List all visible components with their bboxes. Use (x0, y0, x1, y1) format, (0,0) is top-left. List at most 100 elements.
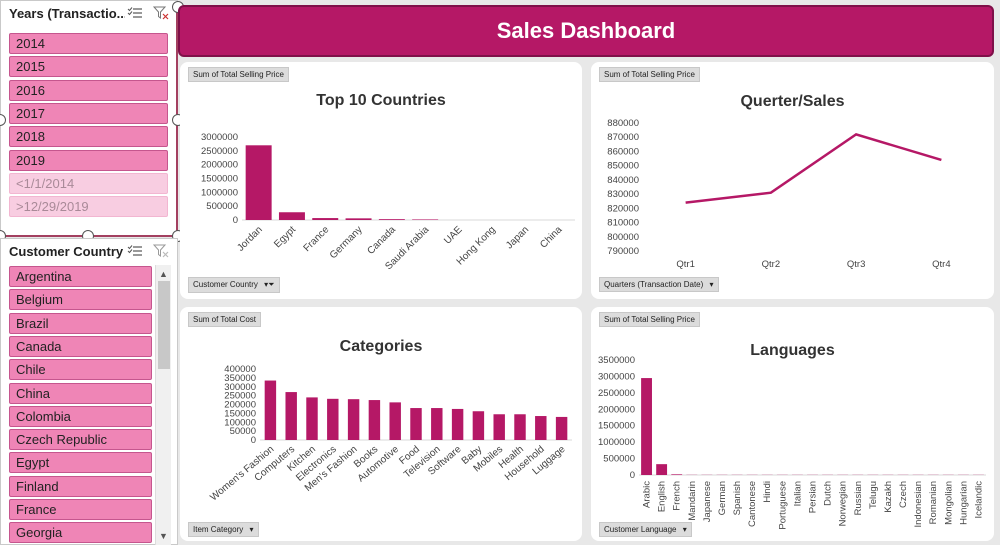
bar[interactable] (641, 378, 652, 475)
y-tick-label: 500000 (206, 201, 238, 212)
country-slicer-item[interactable]: Chile (9, 359, 152, 381)
x-tick-label: Italian (792, 481, 803, 506)
countries-axis-field-button[interactable]: Customer Country ▾⏷ (188, 277, 280, 293)
bar[interactable] (368, 400, 381, 440)
x-tick-label: China (538, 224, 565, 251)
y-tick-label: 2500000 (201, 146, 238, 157)
countries-axis-label: Customer Country (193, 280, 258, 289)
bar[interactable] (264, 380, 277, 440)
bar[interactable] (656, 464, 668, 475)
country-slicer-header: Customer Country (1, 239, 177, 263)
country-slicer-item[interactable]: Canada (9, 335, 152, 357)
bar[interactable] (410, 408, 422, 440)
dashboard-title: Sales Dashboard (178, 5, 994, 57)
bar[interactable] (412, 219, 439, 220)
countries-chart-panel[interactable]: Sum of Total Selling Price Top 10 Countr… (180, 62, 582, 299)
years-slicer-item[interactable]: <1/1/2014 (9, 172, 168, 194)
bar[interactable] (389, 402, 401, 440)
bar[interactable] (347, 399, 360, 440)
years-slicer-item[interactable]: 2015 (9, 56, 168, 78)
bar[interactable] (431, 408, 443, 440)
x-tick-label: Romanian (928, 481, 939, 524)
y-tick-label: 800000 (607, 232, 639, 243)
bar[interactable] (671, 474, 683, 475)
x-tick-label: Arabic (642, 481, 653, 508)
bar[interactable] (345, 218, 372, 220)
years-slicer-item[interactable]: 2018 (9, 126, 168, 148)
languages-chart-panel[interactable]: Sum of Total Selling Price Languages 350… (591, 307, 994, 541)
country-slicer-item[interactable]: France (9, 499, 152, 520)
bar[interactable] (245, 145, 272, 220)
bar[interactable] (451, 408, 464, 440)
years-slicer-item[interactable]: 2016 (9, 79, 168, 101)
multi-select-icon[interactable] (125, 3, 145, 23)
categories-chart-panel[interactable]: Sum of Total Cost Categories 400000 35000… (180, 307, 582, 541)
country-slicer-item[interactable]: Georgia (9, 522, 152, 544)
x-tick-label: Qtr3 (847, 259, 865, 270)
x-tick-label: Qtr1 (676, 259, 694, 270)
quarters-value-field-button[interactable]: Sum of Total Selling Price (599, 67, 701, 82)
bar[interactable] (278, 212, 305, 220)
country-slicer-item[interactable]: Argentina (9, 266, 152, 287)
country-slicer-title: Customer Country (9, 243, 124, 259)
sales-line[interactable] (685, 133, 942, 204)
y-tick-label: 300000 (224, 382, 256, 393)
x-tick-label: Norwegian (838, 481, 849, 526)
x-tick-label: Germany (328, 224, 365, 261)
years-slicer-title: Years (Transactio... (9, 5, 125, 21)
country-slicer-item[interactable]: China (9, 382, 152, 404)
x-tick-label: English (657, 481, 668, 512)
quarters-chart-panel[interactable]: Sum of Total Selling Price Querter/Sales… (591, 62, 994, 299)
x-tick-label: Kazakh (883, 481, 894, 513)
multi-select-icon[interactable] (125, 241, 145, 261)
bar[interactable] (493, 414, 505, 440)
bar[interactable] (285, 392, 297, 440)
clear-filter-icon[interactable] (151, 3, 171, 23)
bar[interactable] (514, 414, 526, 440)
categories-value-field-button[interactable]: Sum of Total Cost (188, 312, 261, 327)
bar[interactable] (327, 398, 339, 440)
country-slicer-item[interactable]: Colombia (9, 405, 152, 427)
x-tick-label: Persian (808, 481, 819, 513)
x-tick-label: Dutch (823, 481, 834, 506)
categories-axis-field-button[interactable]: Item Category ▾ (188, 522, 259, 537)
bar[interactable] (378, 219, 405, 220)
country-slicer-item[interactable]: Czech Republic (9, 429, 152, 451)
y-tick-label: 200000 (224, 400, 256, 411)
x-tick-label: France (302, 224, 332, 254)
country-slicer-item[interactable]: Brazil (9, 312, 152, 334)
country-slicer-item[interactable]: Belgium (9, 289, 152, 311)
y-tick-label: 860000 (607, 146, 639, 157)
years-slicer-item[interactable]: 2014 (9, 33, 168, 54)
bar[interactable] (535, 416, 547, 440)
y-tick-label: 150000 (224, 408, 256, 419)
bar[interactable] (312, 218, 339, 220)
y-tick-label: 820000 (607, 203, 639, 214)
y-tick-label: 2500000 (598, 388, 635, 399)
x-tick-label: Qtr2 (762, 259, 780, 270)
languages-axis-field-button[interactable]: Customer Language ▾ (599, 522, 692, 537)
clear-filter-icon[interactable] (151, 241, 171, 261)
languages-value-field-button[interactable]: Sum of Total Selling Price (599, 312, 701, 327)
years-slicer-item[interactable]: 2017 (9, 102, 168, 124)
y-tick-label: 400000 (224, 364, 256, 375)
country-scrollbar[interactable]: ▲ ▼ (155, 265, 171, 545)
countries-value-field-button[interactable]: Sum of Total Selling Price (188, 67, 290, 82)
bar[interactable] (306, 397, 318, 440)
scroll-down-icon[interactable]: ▼ (159, 531, 168, 541)
countries-chart: 3000000 2500000 2000000 1500000 1000000 50000… (201, 132, 575, 272)
countries-chart-title: Top 10 Countries (316, 92, 446, 109)
scroll-up-icon[interactable]: ▲ (159, 269, 168, 279)
bar[interactable] (472, 411, 485, 440)
bar[interactable] (555, 416, 568, 440)
y-tick-label: 1000000 (598, 437, 635, 448)
years-slicer-item[interactable]: >12/29/2019 (9, 196, 168, 218)
country-slicer-item[interactable]: Finland (9, 475, 152, 497)
country-slicer-item[interactable]: Egypt (9, 452, 152, 474)
quarters-axis-field-button[interactable]: Quarters (Transaction Date) ▾ (599, 277, 719, 292)
dropdown-icon: ▾ (709, 280, 714, 289)
x-tick-label: German (717, 481, 728, 515)
years-slicer-item[interactable]: 2019 (9, 149, 168, 171)
scroll-thumb[interactable] (158, 281, 170, 369)
x-tick-label: Japanese (702, 481, 713, 522)
